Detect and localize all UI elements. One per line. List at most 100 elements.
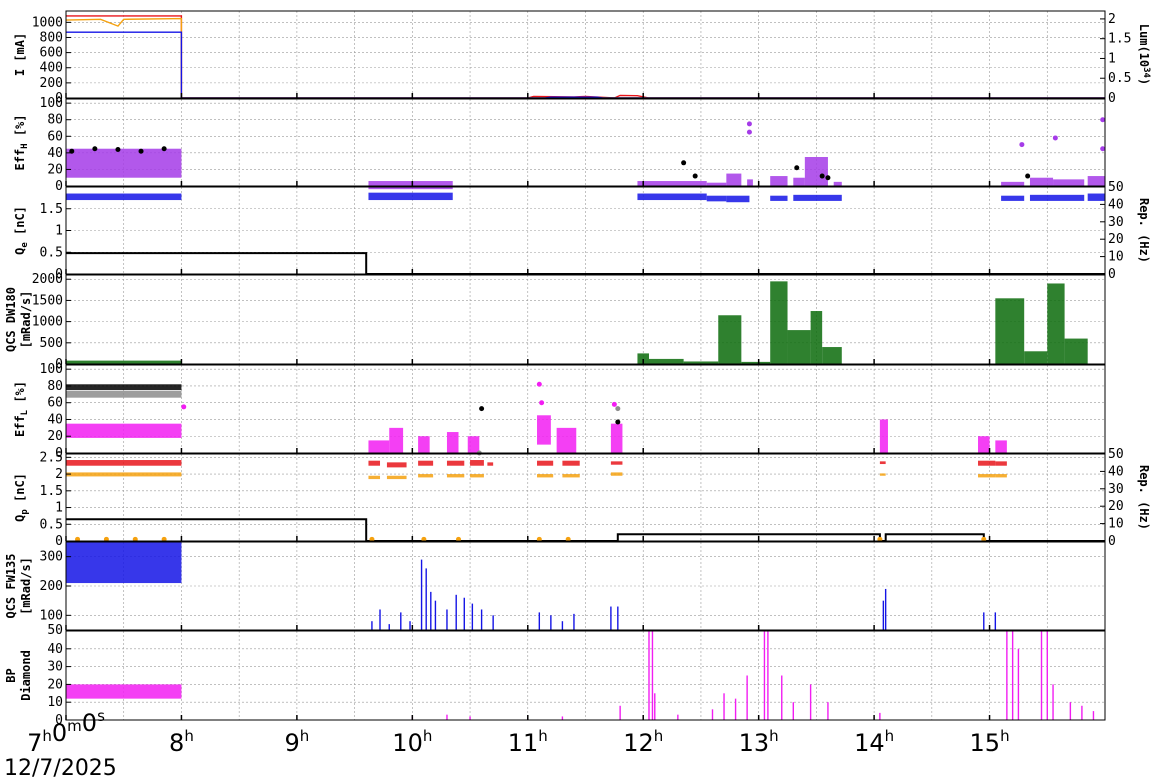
bp-ytick-label: 10 [47, 695, 63, 710]
fw135-ytick-label: 50 [47, 623, 63, 638]
effL-series-magenta-band [537, 415, 551, 445]
effL-series-magenta-band [446, 432, 459, 453]
effH-series-purple-point [1100, 117, 1106, 123]
effL-series-magenta-band [66, 423, 182, 438]
dw180-frame [65, 274, 1106, 365]
effH-series-purple-band [770, 176, 788, 186]
current-ytick-label: 1000 [32, 15, 63, 30]
effH-series-purple-band [1087, 176, 1105, 186]
qp-series-orange-band [879, 473, 886, 476]
dw180-series-darkgreen-band [1064, 338, 1088, 364]
qp-series-red-band [446, 460, 465, 466]
dw180-series-darkgreen-band [770, 281, 788, 364]
effL-series-gray-band [66, 390, 182, 398]
qp-series-orange-band [995, 474, 1007, 478]
dw180-ylabel: QCS DW180 [4, 287, 18, 352]
effH-series-black-point [92, 146, 98, 152]
effH-ytick-label: 40 [47, 146, 63, 161]
effH-series-purple-band [726, 173, 742, 186]
effH-series-black-point [692, 173, 698, 179]
qp-series-red-band [470, 460, 484, 466]
fw135-series-blue-band [66, 542, 182, 584]
current-series-orange [65, 17, 1105, 99]
effL-series-magenta-band [418, 436, 430, 453]
effL-series-magenta-band [389, 427, 404, 453]
effL-series-black-band [66, 384, 182, 391]
qp-series-red-band [995, 461, 1007, 466]
bp-ylabel: BP [4, 668, 18, 682]
effL-series-magenta-point [536, 381, 542, 387]
qe-ytick-right-label: 10 [1108, 250, 1124, 265]
qe-ytick-right-label: 0 [1108, 267, 1116, 282]
current-ytick-right-label: 1.5 [1108, 32, 1131, 47]
x-tick-label: 12h [623, 727, 663, 757]
qe-ytick-right-label: 50 [1108, 180, 1124, 195]
effL-series-black-point [615, 419, 621, 425]
dw180-series-darkgreen-band [995, 298, 1025, 364]
qp-ytick-label: 0.5 [40, 517, 63, 532]
effH-series-purple-point [1019, 142, 1025, 148]
current-ytick-right-label: 0 [1108, 91, 1116, 106]
effH-ytick-label: 80 [47, 113, 63, 128]
effH-series-purple-band [368, 181, 453, 186]
qp-series-orange-band [978, 474, 996, 478]
effH-series-purple-band [1001, 181, 1025, 186]
qe-ytick-right-label: 40 [1108, 197, 1124, 212]
dw180-series-darkgreen-band [741, 361, 771, 364]
effL-series-magenta-band [879, 419, 888, 453]
effL-ytick-label: 40 [47, 412, 63, 427]
current-ytick-label: 200 [40, 76, 63, 91]
qp-series-orange-band [386, 475, 407, 480]
qe-series-blue-band [726, 195, 750, 203]
effH-series-purple-band [747, 179, 753, 186]
effH-series-black-point [825, 175, 831, 181]
qe-ytick-right-label: 30 [1108, 215, 1124, 230]
qe-ytick-label: 0.5 [40, 245, 63, 260]
effL-series-magenta-band [467, 436, 480, 453]
qe-series-blue-band [1029, 194, 1085, 201]
effH-series-purple-point [1100, 146, 1106, 152]
effH-ylabel: EffH [%] [13, 114, 30, 170]
effL-series-gray-point [615, 406, 621, 412]
qe-ytick-label: 0 [55, 267, 63, 282]
dw180-ytick-label: 1500 [32, 293, 63, 308]
bp-frame [65, 630, 1106, 721]
effL-ytick-label: 100 [40, 362, 63, 377]
effH-series-purple-band [833, 181, 842, 186]
qe-series-blue-band [1087, 193, 1105, 201]
effH-series-black-point [1025, 173, 1031, 179]
effH-series-purple-band [1029, 177, 1054, 186]
qe-ylabel-right: Rep. (Hz) [1137, 198, 1151, 263]
qp-ytick-right-label: 50 [1108, 447, 1124, 462]
effH-ytick-label: 60 [47, 129, 63, 144]
effL-series-magenta-band [556, 427, 577, 453]
qp-ytick-label: 1.5 [40, 484, 63, 499]
effH-series-purple-band [637, 181, 707, 186]
fw135-ylabel: QCS FW135 [4, 553, 18, 618]
effL-ytick-label: 0 [55, 446, 63, 461]
qp-series-red-band [386, 462, 407, 468]
qp-series-orange-band [537, 474, 554, 478]
dw180-series-darkgreen-band [648, 358, 684, 364]
qe-series-blue-band [770, 195, 788, 201]
effL-ytick-label: 60 [47, 396, 63, 411]
qe-series-purple-band [368, 187, 453, 190]
qp-series-red-band [562, 460, 580, 466]
effL-series-black-point [479, 406, 485, 412]
effH-ytick-label: 20 [47, 162, 63, 177]
dw180-series-darkgreen-band [683, 361, 719, 364]
effH-series-purple-band [66, 148, 182, 178]
qp-ytick-label: 0 [55, 534, 63, 549]
effL-series-magenta-point [611, 401, 617, 407]
current-ytick-right-label: 2 [1108, 12, 1116, 27]
fw135-ylabel: [mRad/s] [19, 557, 33, 615]
effL-series-magenta-band [995, 440, 1007, 453]
x-tick-label: 13h [739, 727, 779, 757]
bp-ytick-label: 30 [47, 660, 63, 675]
current-ytick-right-label: 1 [1108, 51, 1116, 66]
dw180-ytick-label: 500 [40, 336, 63, 351]
x-tick-label: 11h [508, 727, 548, 757]
effL-series-magenta-band [610, 423, 623, 453]
qp-series-red-band [487, 462, 494, 466]
qe-ytick-label: 1.5 [40, 202, 63, 217]
